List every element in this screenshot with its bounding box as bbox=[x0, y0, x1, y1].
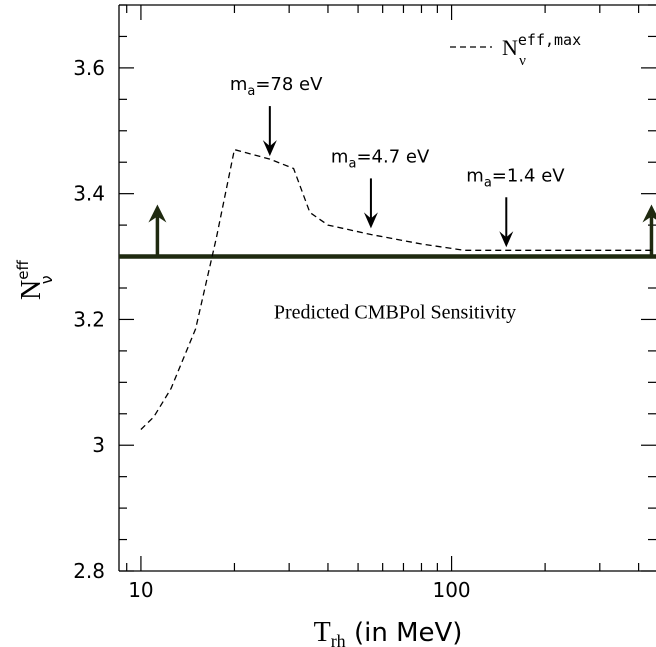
up-arrow-head bbox=[642, 204, 656, 223]
y-tick-label: 2.8 bbox=[73, 559, 105, 583]
mass-annotation: ma=4.7 eV bbox=[331, 146, 430, 171]
y-tick-label: 3.2 bbox=[73, 307, 105, 331]
y-tick-label: 3 bbox=[92, 433, 105, 457]
label-layer: 2.8 3 3.2 3.4 3.6 10 100 Predicted CMBPol Sensi… bbox=[14, 31, 581, 647]
mass-annotation: ma=1.4 eV bbox=[466, 165, 565, 190]
x-tick-label: 10 bbox=[128, 578, 153, 602]
series-line bbox=[140, 148, 652, 430]
x-axis-label: Trh (in MeV) bbox=[314, 617, 463, 647]
down-arrow-head bbox=[363, 212, 378, 229]
mass-annotation: ma=78 eV bbox=[230, 74, 323, 99]
y-tick-label: 3.6 bbox=[73, 56, 105, 80]
annotation-layer: ma=78 eV ma=4.7 eV ma=1.4 eV bbox=[230, 74, 565, 248]
y-axis-label: Neff ν bbox=[14, 260, 56, 300]
sensitivity-label: Predicted CMBPol Sensitivity bbox=[274, 302, 516, 324]
legend-label: Neff,max ν bbox=[502, 31, 581, 69]
down-arrow-head bbox=[262, 140, 277, 157]
y-tick-label: 3.4 bbox=[73, 182, 105, 206]
up-arrow-head bbox=[148, 204, 167, 223]
x-tick-label: 100 bbox=[432, 578, 470, 602]
data-layer bbox=[119, 148, 656, 430]
ticks-layer bbox=[118, 4, 656, 572]
down-arrow-head bbox=[499, 231, 514, 248]
